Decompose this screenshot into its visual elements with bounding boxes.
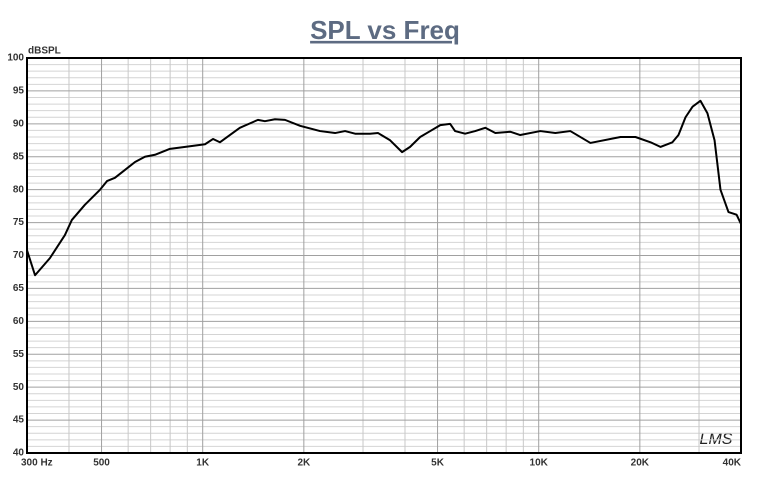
y-tick-label: 85 [13,151,25,162]
y-axis-label: dBSPL [28,46,61,57]
x-tick-label: 10K [530,458,549,469]
chart-title: SPL vs Freq [310,15,460,45]
y-tick-label: 100 [7,53,24,64]
y-tick-label: 90 [13,118,25,129]
y-tick-label: 45 [13,415,25,426]
x-tick-label: 2K [297,458,311,469]
y-tick-label: 60 [13,316,25,327]
spl-curve [26,99,742,277]
plot-frame [26,57,742,454]
x-tick-label: 40K [723,458,742,469]
y-tick-label: 55 [13,349,25,360]
x-tick-label: 20K [631,458,650,469]
x-tick-label: 500 [93,458,110,469]
y-tick-label: 40 [13,448,25,459]
x-tick-label: 300 Hz [21,458,53,469]
y-tick-label: 80 [13,184,25,195]
x-tick-label: 5K [431,458,445,469]
y-tick-label: 95 [13,86,25,97]
x-tick-label: 1K [196,458,210,469]
y-tick-label: 70 [13,250,25,261]
y-tick-label: 50 [13,382,25,393]
y-tick-label: 65 [13,283,25,294]
y-tick-label: 75 [13,217,25,228]
